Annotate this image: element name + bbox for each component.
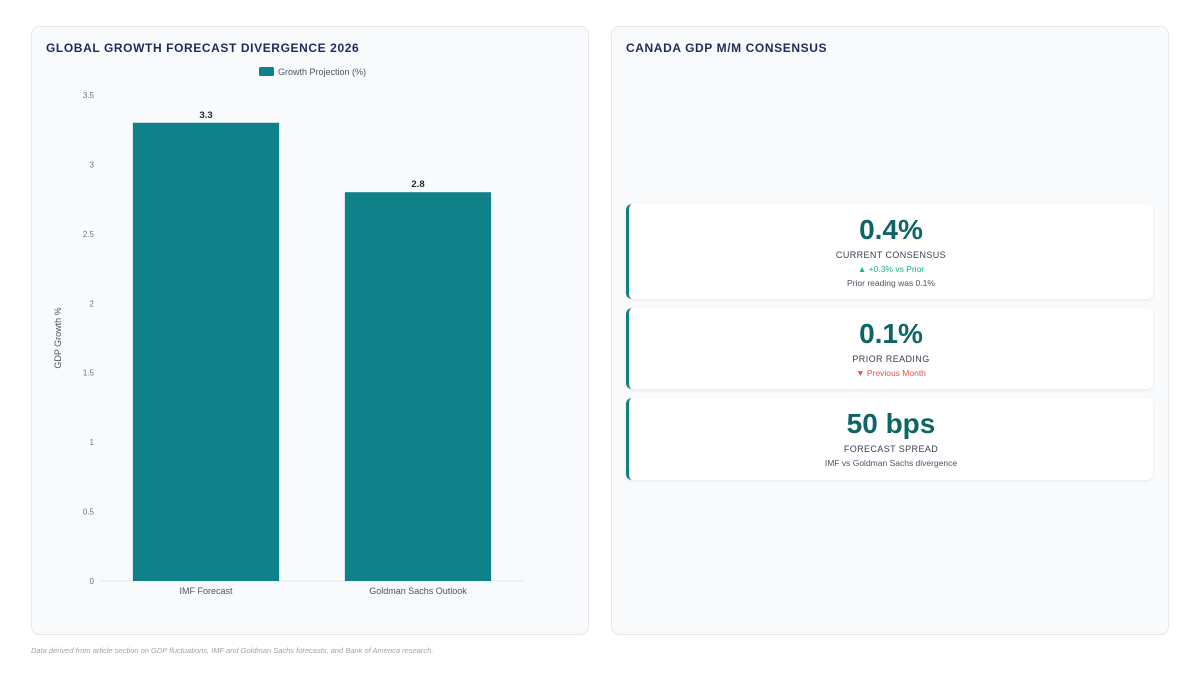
legend-swatch [259,67,274,76]
legend-label: Growth Projection (%) [278,67,366,77]
forecast-spread-note: IMF vs Goldman Sachs divergence [824,458,958,468]
y-tick-label: 3 [90,160,95,169]
bar-data-label: 3.3 [199,110,212,121]
bar [132,122,280,582]
y-tick-label: 0.5 [83,508,95,517]
growth-forecast-chart: Growth Projection (%) 0 0.5 1 1.5 2 2.5 3 3.5 GDP… [53,67,524,596]
growth-forecast-title: GLOBAL GROWTH FORECAST DIVERGENCE 2026 [46,41,360,55]
prior-reading-change: ▼ Previous Month [856,368,926,378]
forecast-spread-label: FORECAST SPREAD [843,444,939,454]
source-footnote: Data derived from article section on GDP… [31,646,434,655]
bar-data-label: 2.8 [411,179,424,190]
y-tick-label: 2.5 [83,230,95,239]
prior-reading-card: 0.1% PRIOR READING ▼ Previous Month [626,308,1153,389]
growth-forecast-panel: GLOBAL GROWTH FORECAST DIVERGENCE 2026 G… [31,26,589,635]
prior-reading-label: PRIOR READING [852,354,930,364]
y-tick-label: 1.5 [83,369,95,378]
prior-reading-value: 0.1% [859,318,923,349]
y-axis-label: GDP Growth % [53,307,63,368]
canada-gdp-panel: CANADA GDP M/M CONSENSUS 0.4% CURRENT CO… [611,26,1169,635]
forecast-spread-value: 50 bps [846,408,936,439]
y-tick-label: 0 [90,577,95,586]
y-tick-label: 3.5 [83,91,95,100]
current-consensus-note: Prior reading was 0.1% [847,278,935,288]
current-consensus-card: 0.4% CURRENT CONSENSUS ▲ +0.3% vs Prior … [626,204,1153,299]
canada-gdp-title: CANADA GDP M/M CONSENSUS [626,41,828,55]
current-consensus-change: ▲ +0.3% vs Prior [857,264,925,274]
bar [344,192,492,581]
y-tick-label: 2 [90,299,95,308]
forecast-spread-card: 50 bps FORECAST SPREAD IMF vs Goldman Sa… [626,398,1153,480]
x-tick-label: IMF Forecast [179,586,233,596]
x-tick-label: Goldman Sachs Outlook [369,586,467,596]
y-tick-label: 1 [90,438,95,447]
current-consensus-label: CURRENT CONSENSUS [835,250,947,260]
current-consensus-value: 0.4% [859,214,923,245]
